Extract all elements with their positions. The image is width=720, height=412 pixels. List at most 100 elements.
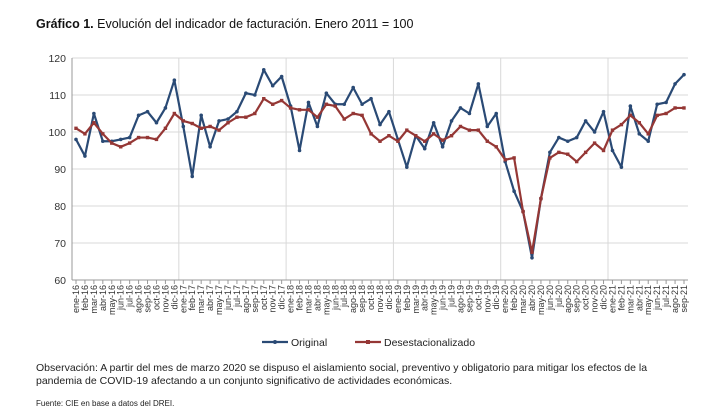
x-tick-label: ago-17 — [241, 285, 251, 313]
x-tick-label: dic-16 — [169, 285, 179, 310]
data-point — [315, 115, 320, 119]
x-tick-label: abr-21 — [634, 285, 644, 311]
data-point — [566, 152, 570, 156]
data-point — [110, 141, 114, 145]
x-tick-label: mar-20 — [518, 285, 528, 314]
data-point — [199, 113, 203, 118]
data-point — [664, 100, 668, 105]
data-point — [557, 135, 561, 140]
x-tick-label: abr-18 — [312, 285, 322, 311]
x-tick-label: dic-18 — [384, 285, 394, 310]
x-tick-label: nov-16 — [160, 285, 170, 313]
data-point — [458, 106, 463, 110]
data-point — [387, 134, 391, 138]
x-tick-label: oct-16 — [151, 285, 161, 310]
data-point — [118, 137, 123, 142]
data-point — [422, 146, 427, 151]
data-point — [637, 132, 642, 136]
data-point — [253, 111, 257, 116]
data-point — [673, 106, 677, 110]
data-point — [145, 135, 150, 140]
x-tick-label: jul-16 — [125, 285, 135, 308]
data-point — [405, 165, 409, 169]
x-tick-label: ene-18 — [286, 285, 296, 313]
data-point — [199, 126, 203, 130]
data-point — [458, 124, 463, 129]
data-point — [610, 148, 615, 153]
data-point — [592, 130, 597, 134]
data-point — [369, 132, 373, 136]
data-point — [136, 135, 141, 140]
x-tick-label: oct-17 — [259, 285, 269, 310]
x-tick-label: abr-19 — [420, 285, 430, 311]
data-point — [172, 111, 177, 116]
x-tick-label: mar-18 — [303, 285, 313, 314]
data-point — [601, 148, 606, 153]
data-point — [163, 126, 168, 130]
data-point — [494, 111, 499, 116]
data-point — [476, 128, 481, 132]
data-point — [83, 154, 87, 158]
x-tick-label: jun-16 — [116, 285, 126, 311]
x-tick-label: oct-19 — [473, 285, 483, 310]
x-tick-label: sep-19 — [464, 285, 474, 313]
data-point — [181, 119, 185, 123]
title-text: Evolución del indicador de facturación. … — [93, 17, 414, 31]
data-point — [414, 134, 418, 138]
data-point — [637, 121, 641, 125]
x-tick-label: nov-19 — [482, 285, 492, 313]
data-point — [101, 139, 105, 144]
x-tick-label: may-17 — [214, 285, 224, 315]
data-point — [261, 68, 266, 72]
data-point — [190, 121, 194, 126]
data-point — [682, 72, 686, 77]
data-point — [440, 138, 445, 142]
data-point — [92, 121, 96, 125]
data-point — [226, 117, 230, 121]
data-point — [440, 145, 445, 149]
x-tick-label: abr-16 — [98, 285, 108, 311]
data-point — [74, 137, 78, 142]
data-point — [521, 209, 525, 214]
data-point — [485, 139, 489, 143]
legend-label-original: Original — [291, 337, 327, 349]
data-point — [324, 91, 329, 95]
x-tick-label: ene-17 — [178, 285, 188, 313]
data-point — [530, 250, 534, 254]
legend-marker — [273, 340, 277, 344]
x-tick-label: oct-18 — [366, 285, 376, 310]
data-point — [646, 139, 651, 144]
data-point — [324, 102, 329, 106]
data-point — [503, 158, 507, 162]
x-tick-label: feb-19 — [402, 285, 412, 311]
data-point — [136, 113, 141, 118]
x-tick-label: dic-20 — [599, 285, 609, 310]
data-point — [530, 255, 534, 260]
data-point — [431, 132, 436, 136]
data-point — [163, 106, 168, 110]
data-point — [244, 91, 248, 95]
x-tick-label: abr-17 — [205, 285, 215, 311]
x-tick-label: may-21 — [643, 285, 653, 315]
data-point — [557, 150, 561, 155]
data-point — [628, 104, 633, 108]
chart-title: Gráfico 1. Evolución del indicador de fa… — [36, 17, 413, 31]
data-point — [235, 109, 239, 114]
data-point — [467, 111, 472, 116]
data-point — [190, 174, 195, 179]
data-point — [253, 93, 257, 97]
data-point — [208, 124, 212, 129]
data-point — [583, 119, 588, 123]
data-point — [664, 111, 668, 116]
x-tick-label: ago-21 — [670, 285, 680, 313]
data-point — [565, 139, 570, 144]
y-tick-label: 110 — [49, 90, 66, 102]
x-tick-label: may-19 — [429, 285, 439, 315]
x-tick-label: mar-16 — [89, 285, 99, 314]
data-point — [431, 120, 436, 125]
x-tick-label: ene-21 — [607, 285, 617, 313]
x-tick-label: dic-19 — [491, 285, 501, 310]
x-tick-label: abr-20 — [527, 285, 537, 311]
data-point — [378, 139, 382, 143]
